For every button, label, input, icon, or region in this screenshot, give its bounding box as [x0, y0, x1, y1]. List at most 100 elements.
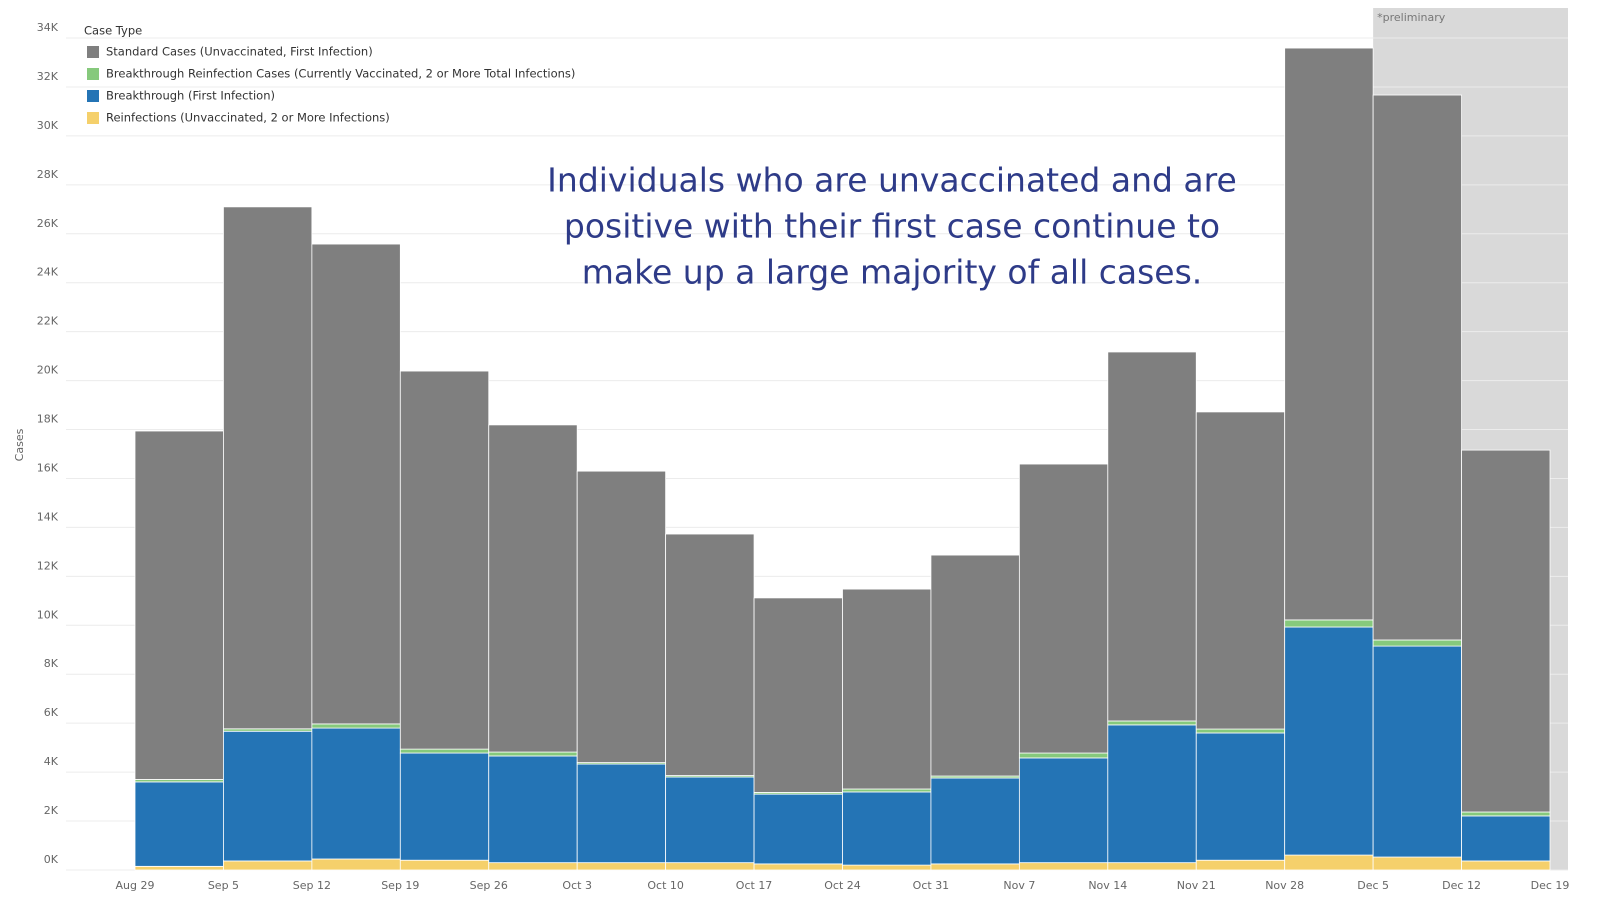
bar-segment — [842, 588, 932, 790]
y-tick-label: 34K — [37, 21, 59, 34]
bar-segment — [1372, 856, 1462, 871]
y-tick-label: 16K — [37, 461, 59, 474]
bar-segment — [1195, 728, 1286, 734]
legend-label: Standard Cases (Unvaccinated, First Infe… — [106, 45, 373, 59]
bar-segment — [1018, 862, 1109, 871]
x-tick-label: Oct 17 — [736, 879, 773, 892]
bar-segment — [311, 723, 401, 729]
x-tick-label: Sep 12 — [293, 879, 331, 892]
bar-segment — [1018, 752, 1109, 759]
y-tick-label: 32K — [37, 70, 59, 83]
bar-segment — [1107, 720, 1197, 726]
x-tick-label: Aug 29 — [116, 879, 155, 892]
x-tick-label: Nov 21 — [1177, 879, 1216, 892]
bar-segment — [399, 370, 490, 750]
bar-segment — [842, 864, 932, 871]
bar-segment — [842, 791, 932, 866]
bar-segment — [665, 776, 755, 864]
x-tick-label: Oct 24 — [824, 879, 861, 892]
bar-segment — [1107, 724, 1197, 864]
x-tick-label: Sep 5 — [208, 879, 239, 892]
bar-segment — [488, 862, 578, 871]
bar-segment — [1284, 626, 1374, 856]
annotation: Individuals who are unvaccinated and are — [547, 161, 1237, 200]
y-tick-label: 6K — [44, 706, 59, 719]
y-tick-label: 26K — [37, 217, 59, 230]
legend-label: Reinfections (Unvaccinated, 2 or More In… — [106, 111, 390, 125]
y-tick-label: 2K — [44, 804, 59, 817]
bar-segment — [576, 763, 667, 864]
bar-segment — [665, 862, 755, 871]
annotation: positive with their first case continue … — [564, 207, 1220, 246]
bar-segment — [1372, 639, 1462, 647]
y-tick-label: 14K — [37, 510, 59, 523]
bar-segment — [488, 751, 578, 757]
x-tick-label: Dec 5 — [1357, 879, 1389, 892]
bar-segment — [1461, 449, 1551, 813]
y-tick-label: 28K — [37, 168, 59, 181]
bar-segment — [1107, 351, 1197, 722]
bar-segment — [134, 430, 224, 780]
bar-segment — [1195, 411, 1286, 730]
bar-segment — [1461, 860, 1551, 871]
bar-segment — [1107, 862, 1197, 871]
bar-segment — [930, 863, 1020, 871]
legend-label: Breakthrough (First Infection) — [106, 89, 275, 103]
bar-segment — [576, 862, 667, 871]
y-tick-label: 18K — [37, 413, 59, 426]
y-tick-label: 22K — [37, 315, 59, 328]
bar-segment — [1461, 811, 1551, 817]
x-tick-label: Nov 28 — [1265, 879, 1304, 892]
y-tick-label: 10K — [37, 608, 59, 621]
bar-segment — [1284, 619, 1374, 628]
x-tick-label: Sep 19 — [381, 879, 419, 892]
bar-segment — [1461, 815, 1551, 862]
y-tick-label: 12K — [37, 559, 59, 572]
legend-label: Breakthrough Reinfection Cases (Currentl… — [106, 67, 575, 81]
x-tick-label: Nov 14 — [1088, 879, 1127, 892]
y-tick-label: 8K — [44, 657, 59, 670]
bar-segment — [488, 755, 578, 864]
legend-swatch — [87, 46, 99, 58]
bar-segment — [1284, 854, 1374, 871]
bar-segment — [1372, 645, 1462, 858]
x-tick-label: Nov 7 — [1003, 879, 1035, 892]
legend-swatch — [87, 68, 99, 80]
x-tick-label: Oct 31 — [913, 879, 950, 892]
bar-segment — [223, 206, 313, 730]
bar-segment — [1195, 859, 1286, 871]
y-axis-label: Cases — [13, 428, 26, 461]
y-tick-label: 24K — [37, 266, 59, 279]
x-tick-label: Dec 12 — [1442, 879, 1481, 892]
bar-segment — [930, 554, 1020, 777]
bar-segment — [576, 470, 667, 763]
bar-segment — [223, 730, 313, 862]
x-tick-label: Oct 3 — [562, 879, 592, 892]
x-tick-label: Dec 19 — [1531, 879, 1570, 892]
bar-segment — [1284, 47, 1374, 621]
bar-segment — [134, 865, 224, 871]
legend-title: Case Type — [84, 24, 142, 38]
bar-segment — [1018, 757, 1109, 864]
bar-segment — [134, 781, 224, 867]
y-tick-label: 20K — [37, 364, 59, 377]
legend: Case Type Standard Cases (Unvaccinated, … — [84, 24, 575, 125]
x-tick-label: Oct 10 — [647, 879, 684, 892]
bar-segment — [1195, 732, 1286, 861]
x-tick-label: Sep 26 — [470, 879, 508, 892]
legend-swatch — [87, 112, 99, 124]
bar-segment — [753, 597, 843, 793]
bar-segment — [753, 793, 843, 865]
annotation: make up a large majority of all cases. — [582, 253, 1203, 292]
bar-segment — [665, 533, 755, 776]
legend-swatch — [87, 90, 99, 102]
bar-segment — [399, 752, 490, 861]
bar-segment — [930, 777, 1020, 865]
preliminary-label: *preliminary — [1377, 11, 1446, 24]
bar-segment — [311, 858, 401, 871]
bar-segment — [399, 748, 490, 754]
bar-segment — [842, 788, 932, 793]
y-tick-label: 4K — [44, 755, 59, 768]
bar-segment — [311, 243, 401, 725]
